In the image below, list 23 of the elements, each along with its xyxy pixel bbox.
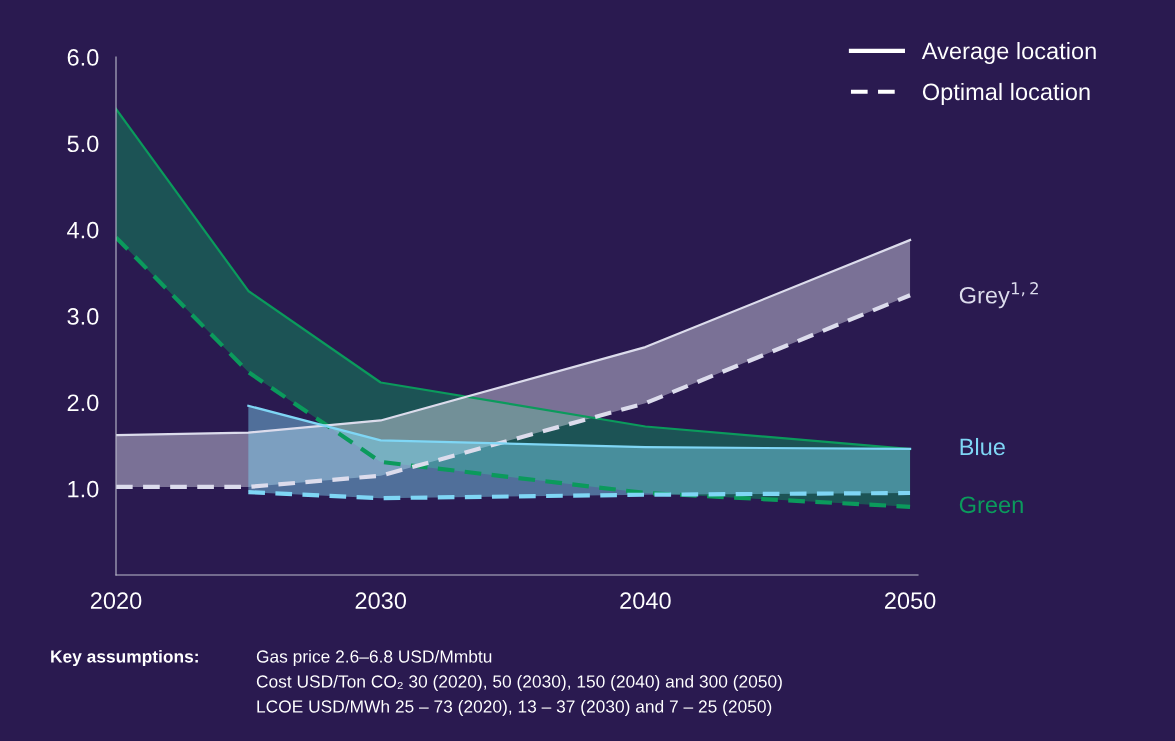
x-tick-label: 2050 — [884, 592, 936, 610]
line-series — [246, 490, 913, 501]
x-tick-label: 2040 — [620, 592, 671, 610]
text: Gas price 2.6–6.8 USD/Mmbtu — [256, 649, 492, 667]
y-tick-label: 2.0 — [67, 394, 99, 412]
x-tick-label: 2030 — [355, 592, 407, 610]
text: Cost USD/Ton CO₂ 30 (2020), 50 (2030), 150 (2040) and 300 (2050) — [256, 674, 782, 692]
text: LCOE USD/MWh 25 – 73 (2020), 13 – 37 (2030) and 7 – 25 (2050) — [257, 699, 772, 717]
y-tick-label: 6.0 — [67, 49, 99, 66]
legend-label: Optimal location — [922, 82, 1090, 105]
y-tick-label: 3.0 — [67, 308, 99, 325]
y-tick-label: 4.0 — [67, 221, 99, 239]
line-series — [247, 404, 912, 451]
y-tick-label: 5.0 — [67, 135, 99, 153]
text: Key assumptions: — [51, 649, 198, 667]
legend-label: Average location — [921, 41, 1096, 64]
x-tick-label: 2020 — [90, 592, 142, 610]
y-tick-label: 1.0 — [68, 480, 99, 498]
text: Green — [959, 496, 1023, 514]
text: Blue — [960, 437, 1005, 456]
line-series — [116, 293, 913, 490]
line-series — [116, 238, 912, 437]
text: Grey$^{1,2}$ — [959, 282, 1038, 309]
